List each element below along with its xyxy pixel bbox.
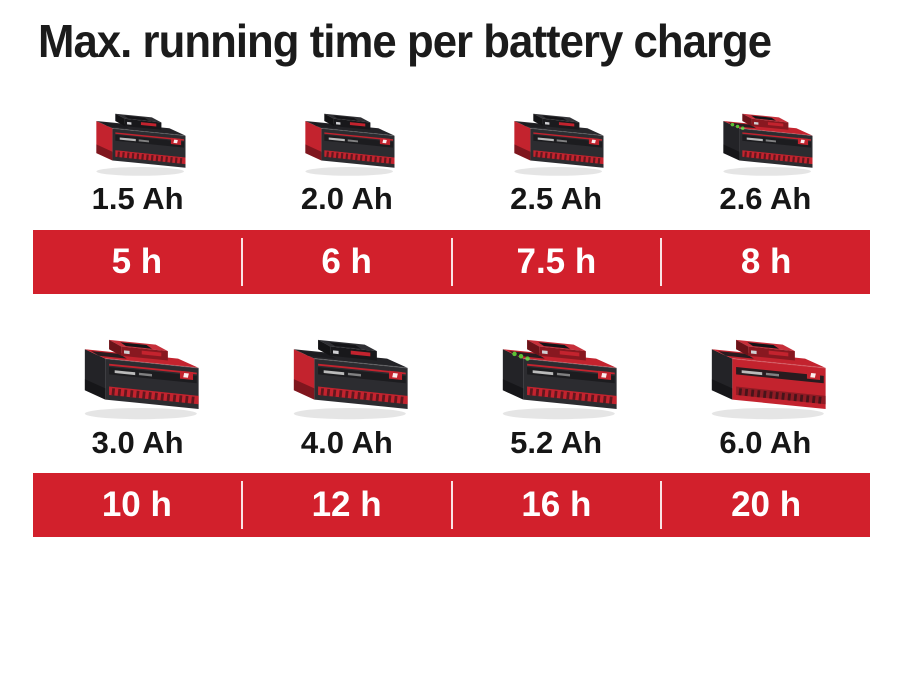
capacity-label: 3.0 Ah <box>91 424 184 460</box>
page-title: Max. running time per battery charge <box>38 15 772 67</box>
battery-pack-icon <box>292 102 402 178</box>
runtime-value: 5 h <box>111 242 163 281</box>
battery-cell-3-0ah: 3.0 Ah <box>33 325 242 460</box>
battery-row-1: 1.5 Ah 2.0 Ah 2.5 Ah 2.6 Ah <box>33 98 870 216</box>
capacity-label: 2.0 Ah <box>300 180 393 216</box>
capacity-label: 2.6 Ah <box>719 180 812 216</box>
battery-cell-6-0ah: 6.0 Ah <box>661 325 870 460</box>
battery-cell-2-5ah: 2.5 Ah <box>452 102 661 216</box>
battery-cell-1-5ah: 1.5 Ah <box>33 102 242 216</box>
runtime-value: 7.5 h <box>516 242 597 281</box>
battery-pack-icon <box>710 102 820 178</box>
capacity-label: 1.5 Ah <box>91 180 184 216</box>
capacity-label: 4.0 Ah <box>300 424 393 460</box>
runtime-bar-row2: 10 h 12 h 16 h 20 h <box>33 473 870 537</box>
battery-cell-5-2ah: 5.2 Ah <box>452 325 661 460</box>
battery-cell-2-0ah: 2.0 Ah <box>242 102 451 216</box>
bar-divider <box>660 481 663 529</box>
runtime-value: 12 h <box>311 485 382 524</box>
battery-pack-icon <box>68 325 208 422</box>
bar-divider <box>450 481 453 529</box>
battery-pack-icon <box>486 325 626 422</box>
runtime-value: 8 h <box>740 242 792 281</box>
battery-cell-2-6ah: 2.6 Ah <box>661 102 870 216</box>
capacity-label: 2.5 Ah <box>510 180 603 216</box>
bar-divider <box>660 238 663 286</box>
battery-pack-icon <box>695 325 835 422</box>
runtime-value: 10 h <box>101 485 172 524</box>
runtime-bar-row1: 5 h 6 h 7.5 h 8 h <box>33 230 870 294</box>
capacity-label: 5.2 Ah <box>510 424 603 460</box>
battery-pack-icon <box>83 102 193 178</box>
battery-pack-icon <box>277 325 417 422</box>
runtime-value: 20 h <box>731 485 802 524</box>
runtime-value: 6 h <box>321 242 372 281</box>
runtime-value: 16 h <box>521 485 592 524</box>
battery-pack-icon <box>501 102 611 178</box>
capacity-label: 6.0 Ah <box>719 424 812 460</box>
bar-divider <box>450 238 453 286</box>
bar-divider <box>240 238 243 286</box>
bar-divider <box>240 481 243 529</box>
battery-row-2: 3.0 Ah 4.0 Ah 5.2 Ah 6.0 Ah <box>33 322 870 460</box>
battery-cell-4-0ah: 4.0 Ah <box>242 325 451 460</box>
